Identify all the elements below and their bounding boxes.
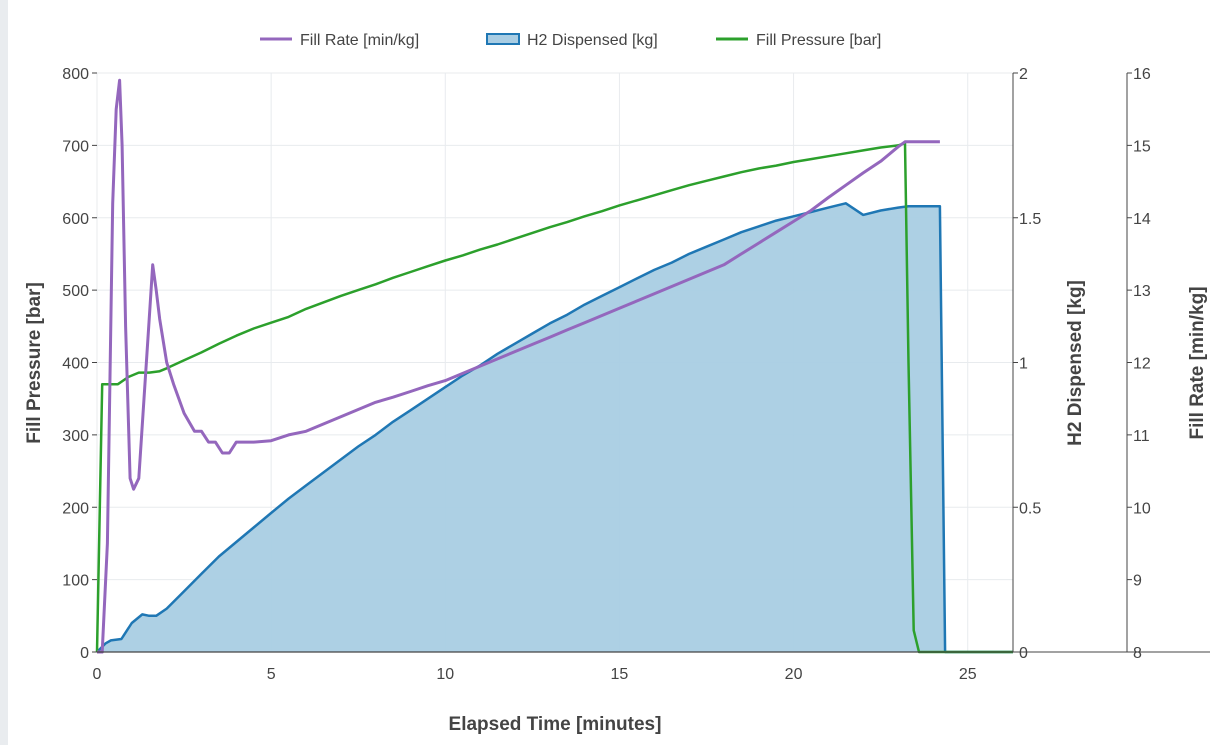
y-right2-tick-label: 10	[1133, 500, 1151, 517]
y-right1-tick-label: 1	[1019, 356, 1028, 373]
x-tick-label: 15	[611, 666, 629, 683]
y-right2-tick-label: 8	[1133, 645, 1142, 662]
y-left-tick-label: 600	[62, 211, 89, 228]
y-right2-tick-label: 13	[1133, 283, 1151, 300]
x-tick-label: 20	[785, 666, 803, 683]
y-left-tick-label: 0	[80, 645, 89, 662]
y-right2-tick-label: 15	[1133, 138, 1151, 155]
x-tick-label: 5	[267, 666, 276, 683]
x-tick-label: 0	[93, 666, 102, 683]
y-axis-title-h2-dispensed: H2 Dispensed [kg]	[1065, 280, 1086, 446]
legend-label-fill-pressure[interactable]: Fill Pressure [bar]	[756, 32, 881, 49]
y-left-tick-label: 100	[62, 573, 89, 590]
y-right2-tick-label: 14	[1133, 211, 1151, 228]
series-line-fill-rate	[97, 78, 940, 654]
legend-swatch-h2-dispensed	[486, 33, 520, 45]
y-right1-tick-label: 0.5	[1019, 500, 1041, 517]
series-layer	[95, 78, 1013, 654]
y-left-tick-label: 800	[62, 66, 89, 83]
y-left-tick-label: 400	[62, 356, 89, 373]
y-right2-tick-label: 9	[1133, 573, 1142, 590]
axes-layer: 0 5 10 15 20 25 0 100 200 300 400 500 600 700 800 0 0.5 1…	[62, 66, 1210, 683]
y-right1-tick-label: 2	[1019, 66, 1028, 83]
y-left-tick-label: 500	[62, 283, 89, 300]
legend-label-h2-dispensed[interactable]: H2 Dispensed [kg]	[527, 32, 658, 49]
y-right1-tick-label: 1.5	[1019, 211, 1041, 228]
y-left-tick-label: 200	[62, 500, 89, 517]
x-tick-label: 25	[959, 666, 977, 683]
legend[interactable]: Fill Rate [min/kg] H2 Dispensed [kg] Fil…	[260, 32, 881, 49]
series-line-fill-pressure	[95, 141, 1013, 654]
y-right2-tick-label: 11	[1133, 428, 1150, 445]
legend-label-fill-rate[interactable]: Fill Rate [min/kg]	[300, 32, 419, 49]
x-tick-label: 10	[436, 666, 454, 683]
y-left-tick-label: 700	[62, 138, 89, 155]
y-right2-tick-label: 16	[1133, 66, 1151, 83]
y-axis-title-fill-rate: Fill Rate [min/kg]	[1187, 286, 1208, 439]
x-axis-title: Elapsed Time [minutes]	[449, 714, 662, 735]
y-right1-tick-label: 0	[1019, 645, 1028, 662]
series-area-h2-dispensed	[97, 203, 1013, 653]
y-axis-title-fill-pressure: Fill Pressure [bar]	[24, 282, 45, 444]
y-left-tick-label: 300	[62, 428, 89, 445]
y-right2-tick-label: 12	[1133, 356, 1151, 373]
